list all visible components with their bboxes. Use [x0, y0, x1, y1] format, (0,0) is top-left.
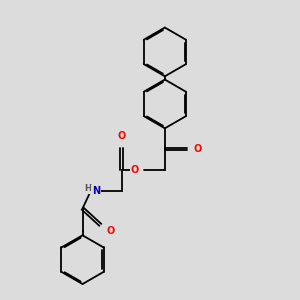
Text: O: O: [106, 226, 115, 236]
Text: N: N: [92, 186, 100, 196]
Text: H: H: [84, 184, 92, 194]
Text: O: O: [118, 131, 126, 141]
Text: O: O: [194, 144, 202, 154]
Text: O: O: [130, 165, 139, 175]
